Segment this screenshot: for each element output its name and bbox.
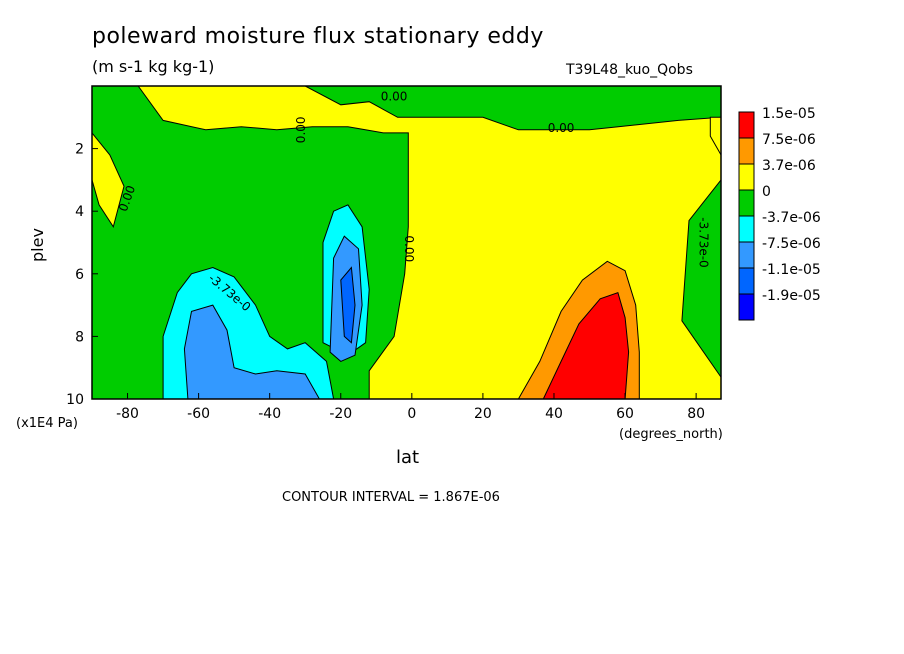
legend-label: 1.5e-05 xyxy=(762,106,816,122)
x-tick-label: 60 xyxy=(616,406,634,422)
x-tick-label: -40 xyxy=(258,406,281,422)
legend-swatch xyxy=(738,111,755,139)
x-tick-label: -20 xyxy=(329,406,352,422)
x-tick-label: 80 xyxy=(687,406,705,422)
y-tick-label: 2 xyxy=(75,142,84,158)
legend-label: -3.7e-06 xyxy=(762,210,821,226)
legend-label: -7.5e-06 xyxy=(762,236,821,252)
x-axis-label: lat xyxy=(396,447,420,468)
legend-swatch xyxy=(738,189,755,217)
contour-label: 0.00 xyxy=(548,121,575,135)
y-axis-units: (x1E4 Pa) xyxy=(16,416,78,431)
contour-label: 0.00 xyxy=(294,116,308,143)
legend-label: -1.9e-05 xyxy=(762,288,821,304)
chart-title: poleward moisture flux stationary eddy xyxy=(92,24,544,49)
contour-interval: CONTOUR INTERVAL = 1.867E-06 xyxy=(282,490,500,505)
positive-strong xyxy=(542,291,630,400)
y-tick-label: 8 xyxy=(75,329,84,345)
x-tick-label: -60 xyxy=(187,406,210,422)
legend-swatch xyxy=(738,293,755,321)
negative-strong-center xyxy=(340,266,356,344)
contour-label: -3.73e-0 xyxy=(697,217,711,267)
legend-swatch xyxy=(738,163,755,191)
legend-swatch xyxy=(738,267,755,295)
legend-swatch xyxy=(738,215,755,243)
y-tick-label: 10 xyxy=(66,392,84,408)
legend-swatch xyxy=(738,241,755,269)
x-tick-label: 0 xyxy=(407,406,416,422)
x-axis-units: (degrees_north) xyxy=(619,427,723,442)
x-tick-label: 20 xyxy=(474,406,492,422)
plot-frame xyxy=(91,85,722,400)
y-tick-label: 4 xyxy=(75,204,84,220)
legend-label: 0 xyxy=(762,184,771,200)
chart-units: (m s-1 kg kg-1) xyxy=(92,57,215,76)
legend-label: -1.1e-05 xyxy=(762,262,821,278)
legend-label: 7.5e-06 xyxy=(762,132,816,148)
legend-swatch xyxy=(738,137,755,165)
negative-moderate-south xyxy=(183,304,321,400)
dataset-label: T39L48_kuo_Qobs xyxy=(566,62,693,78)
y-tick-label: 6 xyxy=(75,267,84,283)
contour-label: 0.00 xyxy=(381,89,408,103)
contour-label: 0.00 xyxy=(402,235,416,262)
legend-label: 3.7e-06 xyxy=(762,158,816,174)
x-tick-label: 40 xyxy=(545,406,563,422)
x-tick-label: -80 xyxy=(116,406,139,422)
